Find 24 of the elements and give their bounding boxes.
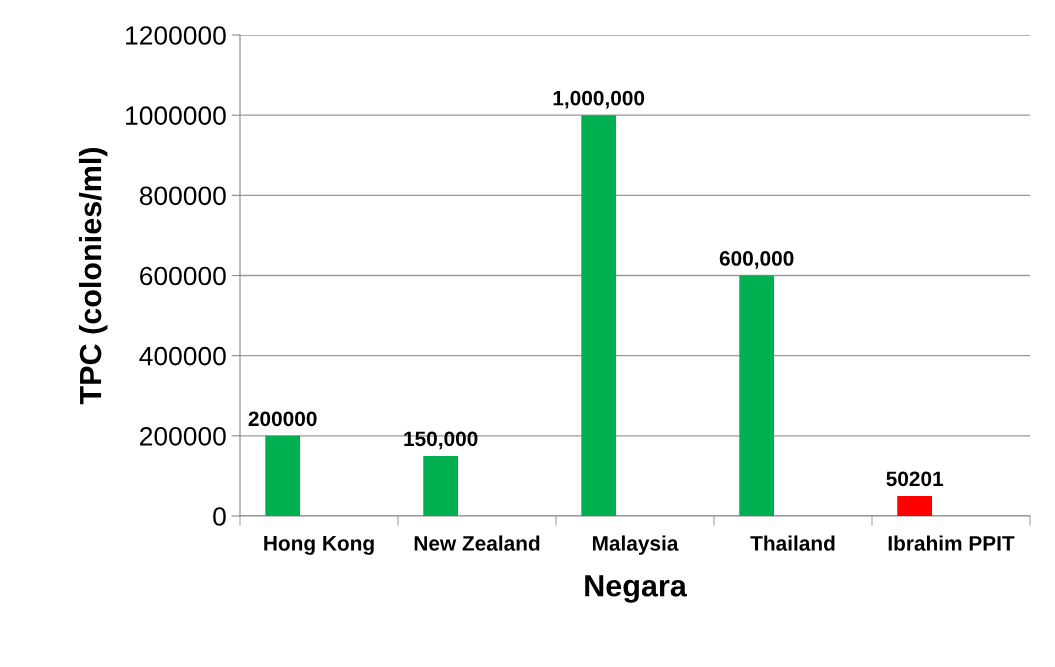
x-tick-label: Hong Kong [264,536,374,555]
x-tick-label: Thailand [750,535,835,551]
bar [581,115,617,516]
y-tick-label: 200000 [140,426,226,446]
bar [897,495,933,516]
bar [423,455,459,516]
data-label: 1,000,000 [553,90,645,109]
x-tick-label: Malaysia [592,535,679,555]
y-tick-label: 600000 [140,266,226,286]
y-tick-label: 1200000 [126,26,226,45]
data-label: 50201 [886,471,944,487]
y-tick-label: 400000 [139,346,226,366]
y-tick-label: 800000 [139,186,226,206]
bar [739,275,775,516]
x-tick-label: New Zealand [414,535,540,551]
data-label: 200000 [248,411,317,427]
data-label: 150,000 [404,431,478,450]
y-tick-label: 1000000 [126,106,226,125]
bar [265,435,301,516]
data-label: 600,000 [719,251,794,269]
x-axis-title: Negara [585,575,687,603]
y-tick-label: 0 [213,507,226,526]
y-axis-title: TPC (colonies/ml) [78,147,108,405]
x-tick-label: Ibrahim PPIT [888,535,1015,551]
